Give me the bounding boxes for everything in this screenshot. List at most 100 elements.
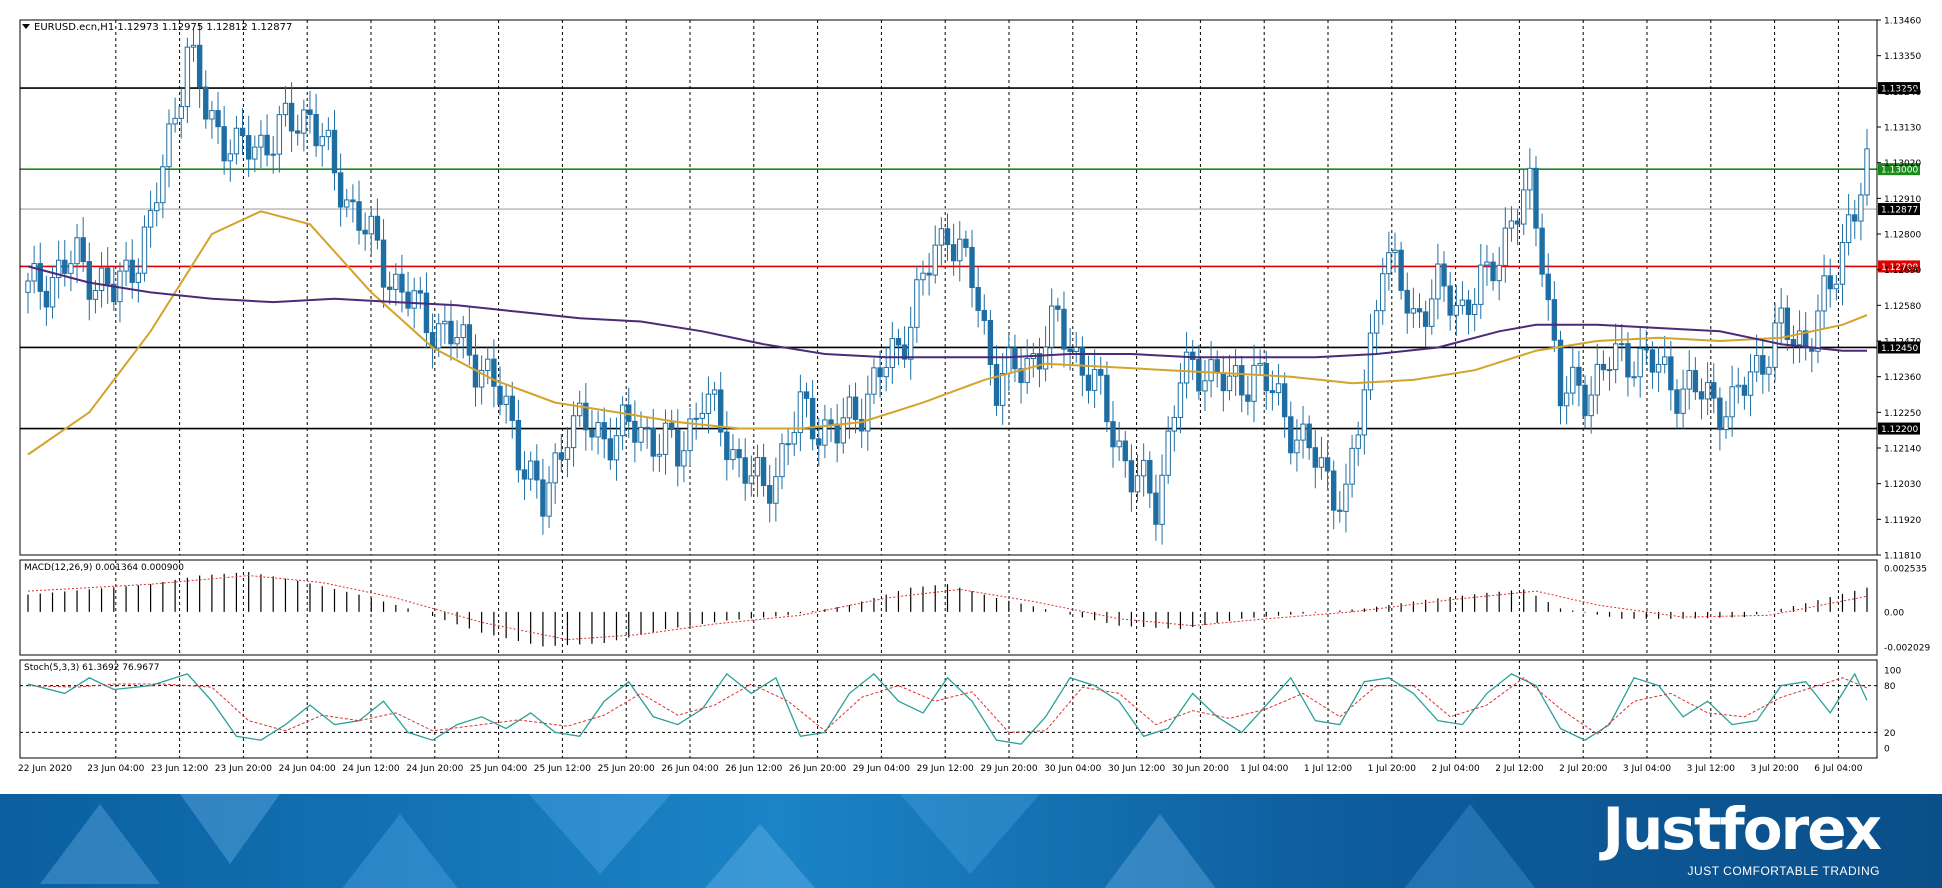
candle-body xyxy=(1140,459,1147,477)
candle-body xyxy=(963,238,969,248)
candle-body xyxy=(1704,382,1711,400)
candle-body xyxy=(31,263,37,282)
candle-body xyxy=(957,238,963,262)
candle-body xyxy=(399,273,405,293)
candle-body xyxy=(1790,338,1797,346)
candle-body xyxy=(1459,299,1466,307)
candle-body xyxy=(295,130,301,134)
candle-body xyxy=(1355,434,1361,449)
candle-body xyxy=(1061,308,1067,350)
candle-body xyxy=(1533,167,1539,229)
candle-body xyxy=(534,460,540,481)
candle-body xyxy=(1134,475,1141,493)
candle-body xyxy=(154,202,160,212)
candle-body xyxy=(558,452,565,460)
candle-body xyxy=(1190,351,1196,361)
time-tick-label: 23 Jun 12:00 xyxy=(151,764,208,774)
candle-body xyxy=(509,395,515,421)
candle-body xyxy=(245,135,252,160)
time-tick-label: 1 Jul 04:00 xyxy=(1240,764,1289,774)
candle-body xyxy=(797,391,804,434)
candle-body xyxy=(1079,347,1086,376)
candle-body xyxy=(1251,364,1257,402)
candle-body xyxy=(589,429,595,438)
candle-body xyxy=(515,419,522,471)
time-tick-label: 6 Jul 04:00 xyxy=(1814,764,1863,774)
candle-body xyxy=(454,337,460,345)
candle-body xyxy=(816,438,822,446)
candle-body xyxy=(552,452,558,484)
candle-body xyxy=(1484,261,1490,266)
candle-body xyxy=(681,450,687,467)
candle-body xyxy=(325,129,332,138)
candle-body xyxy=(791,432,797,445)
candle-body xyxy=(1686,370,1692,390)
candle-body xyxy=(1674,389,1680,414)
candle-body xyxy=(711,389,718,395)
macd-tick-label: 0.00 xyxy=(1884,608,1904,618)
candle-body xyxy=(1692,370,1699,393)
candle-body xyxy=(1049,305,1055,348)
candle-body xyxy=(380,239,387,288)
candle-body xyxy=(1098,369,1104,376)
candle-body xyxy=(521,469,528,480)
candle-body xyxy=(1318,457,1325,468)
banner-shape xyxy=(700,824,820,888)
candle-body xyxy=(86,261,92,300)
candle-body xyxy=(1735,384,1741,388)
candle-body xyxy=(828,419,834,425)
candle-body xyxy=(1655,363,1662,373)
candle-body xyxy=(803,391,810,399)
candle-body xyxy=(301,109,307,134)
candle-body xyxy=(368,215,374,235)
candle-body xyxy=(1177,382,1184,418)
axis-labels: 22 Jun 2020 23 Jun 04:00 23 Jun 12:00 23 Ju… xyxy=(18,17,1921,775)
candle-body xyxy=(1091,369,1098,391)
candle-body xyxy=(773,476,779,504)
time-tick-label: 30 Jun 04:00 xyxy=(1044,764,1101,774)
candle-body xyxy=(1042,346,1049,370)
candle-body xyxy=(1410,308,1417,314)
candle-body xyxy=(1845,214,1852,244)
stoch-d-line xyxy=(27,677,1868,735)
candle-body xyxy=(1404,289,1410,314)
price-level-tag-label: 1.12877 xyxy=(1881,206,1918,216)
panel-border xyxy=(19,559,1878,656)
candle-body xyxy=(497,385,503,405)
price-tick-label: 1.13020 xyxy=(1884,159,1921,169)
stoch-tick-label: 20 xyxy=(1884,729,1896,739)
candle-body xyxy=(1085,374,1092,391)
panel-border xyxy=(19,659,1878,759)
candle-body xyxy=(68,263,74,274)
candle-body xyxy=(123,259,129,272)
candle-body xyxy=(619,404,626,437)
horizontal-levels xyxy=(20,87,1877,430)
candle-body xyxy=(393,273,399,290)
candle-body xyxy=(43,290,50,308)
time-tick-label: 1 Jul 20:00 xyxy=(1368,764,1417,774)
candle-body xyxy=(1422,311,1429,327)
banner-shape xyxy=(1100,814,1220,888)
candle-body xyxy=(1778,307,1784,324)
candle-body xyxy=(1153,492,1159,525)
candle-body xyxy=(1441,263,1447,287)
candle-body xyxy=(1349,447,1355,485)
candle-body xyxy=(705,393,712,414)
candle-body xyxy=(282,102,289,116)
candle-body xyxy=(1110,421,1116,448)
candle-body xyxy=(981,309,987,321)
candle-body xyxy=(1471,303,1478,315)
candle-body xyxy=(1729,386,1735,418)
candle-body xyxy=(865,393,871,432)
candle-body xyxy=(436,323,442,349)
collapse-triangle-icon[interactable] xyxy=(22,24,30,29)
candle-body xyxy=(583,402,589,431)
candle-body xyxy=(1324,457,1331,472)
banner-shape xyxy=(330,814,470,888)
candle-body xyxy=(601,422,607,440)
candle-body xyxy=(331,129,338,174)
banner-shape xyxy=(520,794,680,874)
candle-body xyxy=(1582,384,1588,417)
candle-body xyxy=(1833,283,1840,290)
candle-body xyxy=(1766,366,1772,375)
